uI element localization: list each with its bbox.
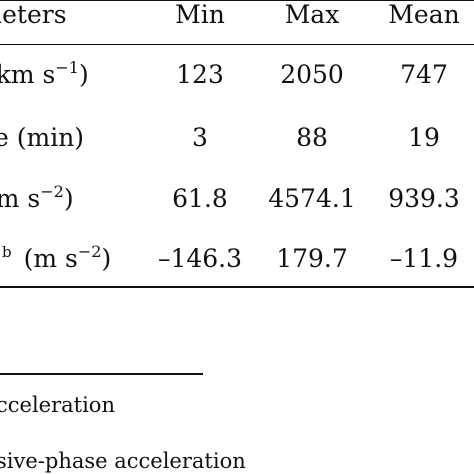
row-2-mean: 19 xyxy=(408,123,440,152)
row-1-param-sup: −1 xyxy=(55,58,79,77)
row-2-min: 3 xyxy=(192,123,208,152)
row-1-min: 123 xyxy=(176,60,224,89)
row-1-mean: 747 xyxy=(400,60,448,89)
row-4-footnote-mark: b xyxy=(2,243,12,261)
row-4-mean: –11.9 xyxy=(389,244,459,273)
row-3-param-suffix: ) xyxy=(63,184,74,213)
header-parameters: neters xyxy=(0,0,67,29)
row-3-max: 4574.1 xyxy=(268,184,356,213)
table-bottom-rule xyxy=(0,286,474,288)
footnote-1: cceleration xyxy=(0,393,115,417)
row-4-param-sup: −2 xyxy=(77,242,102,261)
row-3-min: 61.8 xyxy=(172,184,228,213)
row-4-max: 179.7 xyxy=(276,244,348,273)
footnote-rule xyxy=(0,373,203,375)
row-4-param-suffix: ) xyxy=(101,244,112,273)
row-4-param-prefix: (m s xyxy=(23,244,78,273)
row-2-max: 88 xyxy=(296,123,328,152)
header-mean: Mean xyxy=(388,0,460,29)
row-4-parameter: b (m s−2) xyxy=(2,244,111,274)
row-3-param-prefix: (m s xyxy=(0,184,41,213)
row-3-param-sup: −2 xyxy=(40,182,64,201)
row-1-param-suffix: ) xyxy=(78,60,89,89)
header-min: Min xyxy=(175,0,225,29)
row-1-param-prefix: (km s xyxy=(0,60,56,89)
row-2-parameter: le (min) xyxy=(0,123,85,152)
row-1-max: 2050 xyxy=(280,60,344,89)
header-max: Max xyxy=(284,0,340,29)
footnote-2: sive-phase acceleration xyxy=(0,449,246,473)
row-1-parameter: (km s−1) xyxy=(0,60,89,90)
table-top-rule xyxy=(0,0,474,1)
table-header-rule xyxy=(0,44,474,45)
row-4-min: –146.3 xyxy=(157,244,243,273)
row-3-parameter: (m s−2) xyxy=(0,184,74,214)
row-3-mean: 939.3 xyxy=(388,184,460,213)
